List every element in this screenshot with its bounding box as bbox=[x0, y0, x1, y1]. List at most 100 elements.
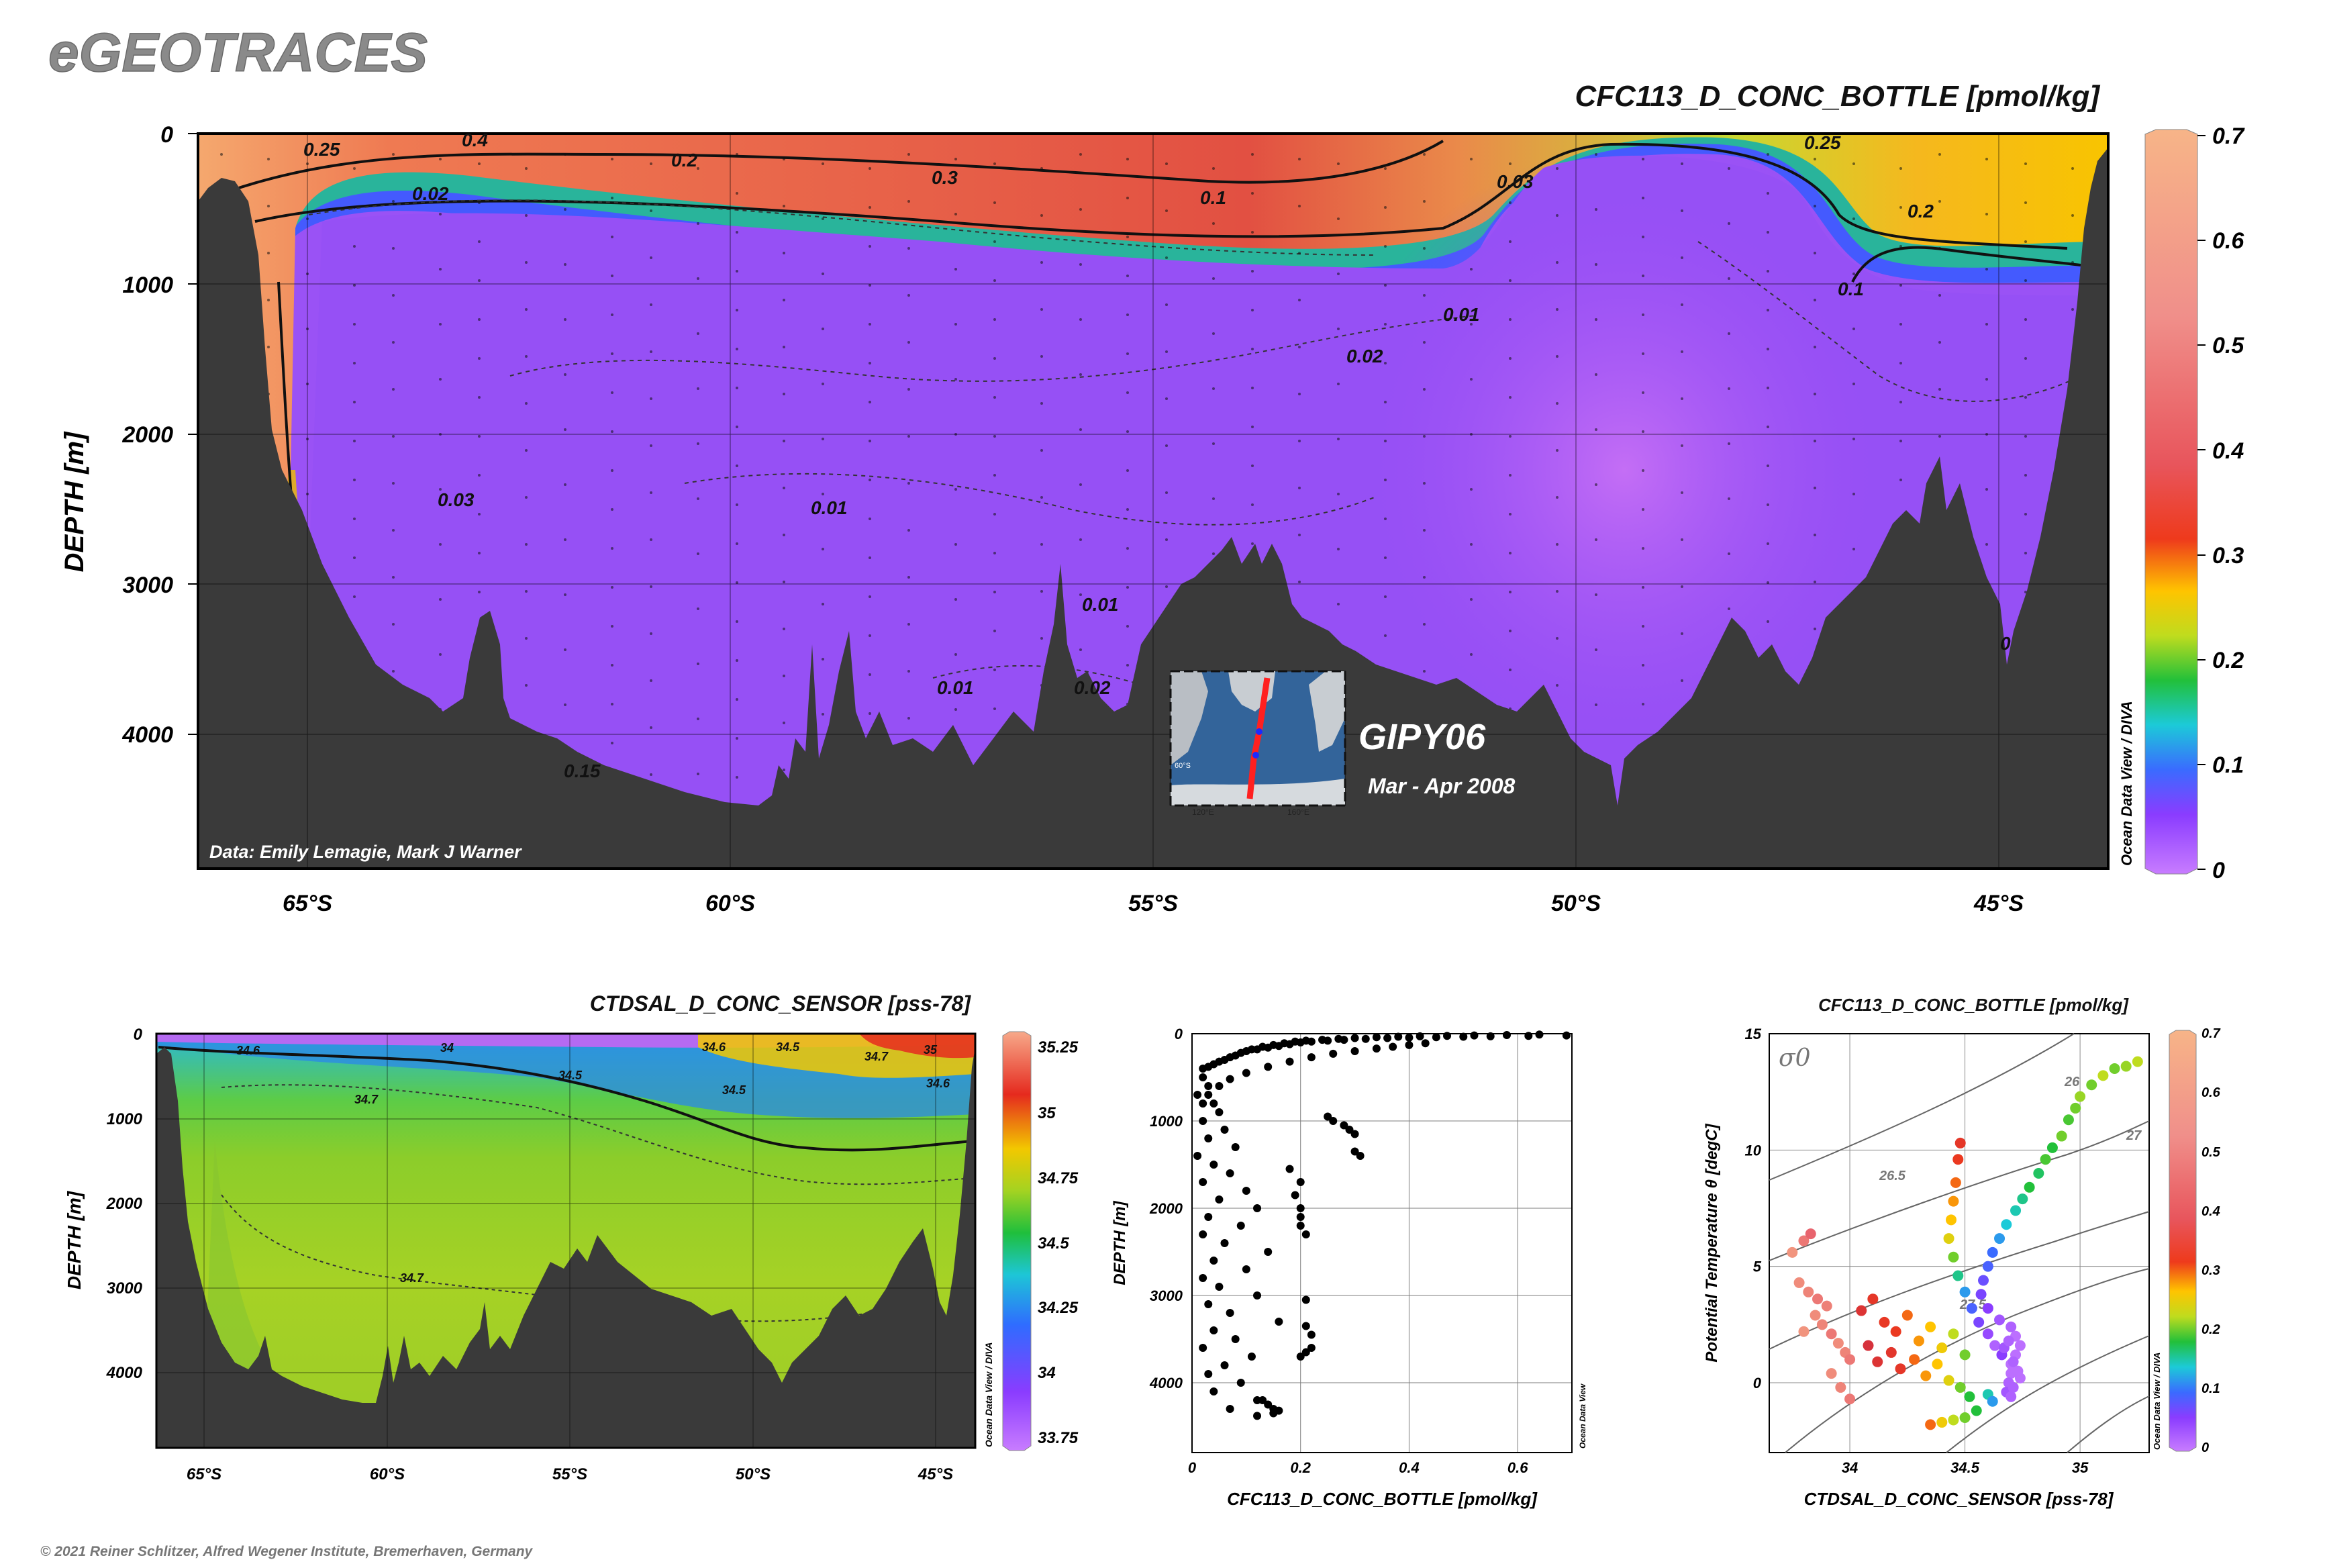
station-dot bbox=[1126, 236, 1129, 238]
profile-point bbox=[1231, 1335, 1240, 1343]
ts-point bbox=[1879, 1316, 1890, 1328]
svg-text:1000: 1000 bbox=[107, 1110, 143, 1128]
profile-point bbox=[1383, 1034, 1392, 1042]
station-dot bbox=[478, 396, 481, 399]
station-dot bbox=[869, 245, 871, 248]
station-dot bbox=[1938, 388, 1941, 391]
inset-station-marker bbox=[1252, 752, 1259, 758]
ts-point bbox=[1793, 1277, 1805, 1288]
ts-point bbox=[1844, 1354, 1856, 1365]
ts-point bbox=[2056, 1130, 2067, 1142]
salinity-bathymetry bbox=[156, 1047, 975, 1448]
svg-text:0: 0 bbox=[2201, 1440, 2209, 1455]
station-dot bbox=[869, 556, 871, 559]
profile-point bbox=[1324, 1112, 1332, 1121]
svg-text:34.5: 34.5 bbox=[722, 1083, 746, 1097]
station-dot bbox=[1595, 153, 1597, 156]
station-dot bbox=[736, 776, 738, 779]
profile-point bbox=[1236, 1379, 1245, 1387]
station-dot bbox=[954, 708, 957, 711]
station-dot bbox=[1251, 387, 1254, 389]
station-dot bbox=[954, 268, 957, 271]
station-dot bbox=[2024, 396, 2027, 399]
station-dot bbox=[1814, 299, 1816, 301]
station-dot bbox=[478, 591, 481, 593]
station-dot bbox=[869, 595, 871, 598]
station-dot bbox=[1509, 279, 1512, 282]
ts-y-axis-label: Potential Temperature θ [degC] bbox=[1703, 1123, 1721, 1362]
station-dot bbox=[1040, 402, 1043, 405]
profile-point bbox=[1350, 1147, 1359, 1156]
inset-station-marker bbox=[1256, 728, 1262, 735]
ts-point bbox=[1787, 1246, 1798, 1258]
station-dot bbox=[353, 245, 356, 248]
station-dot bbox=[1298, 346, 1301, 348]
station-dot bbox=[1728, 552, 1730, 555]
station-dot bbox=[1251, 503, 1254, 506]
station-dot bbox=[1040, 355, 1043, 358]
profile-x-tick: 0.4 bbox=[1399, 1459, 1420, 1476]
station-dot bbox=[650, 303, 652, 306]
main-x-ticks: 65°S 60°S 55°S 50°S 45°S bbox=[283, 891, 2024, 916]
svg-text:0.25: 0.25 bbox=[303, 139, 340, 160]
station-dot bbox=[353, 167, 356, 170]
station-dot bbox=[993, 669, 996, 671]
station-dot bbox=[1852, 383, 1855, 385]
inset-lon-label: 120°E bbox=[1192, 807, 1214, 817]
ts-point bbox=[1954, 1137, 1966, 1148]
profile-point bbox=[1285, 1165, 1294, 1173]
profile-y-tick: 1000 bbox=[1150, 1113, 1183, 1130]
station-dot bbox=[478, 513, 481, 516]
station-dot bbox=[353, 440, 356, 442]
profile-point bbox=[1416, 1032, 1424, 1040]
profile-point bbox=[1199, 1344, 1207, 1352]
station-dot bbox=[907, 247, 910, 250]
profile-point bbox=[1307, 1330, 1316, 1339]
profile-point bbox=[1470, 1031, 1479, 1040]
profile-point bbox=[1562, 1031, 1571, 1040]
station-dot bbox=[1423, 388, 1426, 391]
main-frame bbox=[197, 132, 2110, 870]
ts-colorbar bbox=[2169, 1030, 2197, 1452]
station-dot bbox=[993, 591, 996, 593]
svg-text:50°S: 50°S bbox=[1551, 891, 1601, 916]
station-dot bbox=[1337, 162, 1340, 165]
station-dot bbox=[1423, 341, 1426, 344]
station-dot bbox=[1642, 664, 1644, 667]
ts-y-tick: 10 bbox=[1745, 1142, 1762, 1159]
station-dot bbox=[1642, 547, 1644, 550]
svg-text:34.7: 34.7 bbox=[864, 1050, 889, 1063]
profile-point bbox=[1204, 1300, 1213, 1308]
station-dot bbox=[650, 538, 652, 541]
ts-colorbar-side-label: Ocean Data View / DIVA bbox=[2152, 1353, 2162, 1450]
profile-point bbox=[1443, 1032, 1452, 1040]
profile-point bbox=[1236, 1048, 1245, 1057]
main-surface-layer bbox=[198, 134, 2108, 718]
profile-point bbox=[1215, 1195, 1224, 1204]
main-section-plot: CFC113_D_CONC_BOTTLE [pmol/kg] bbox=[60, 80, 2245, 916]
ts-point bbox=[2132, 1056, 2143, 1067]
station-dot bbox=[2024, 474, 2027, 477]
station-dot bbox=[1337, 438, 1340, 440]
profile-point bbox=[1264, 1400, 1273, 1409]
profile-point bbox=[1253, 1204, 1262, 1212]
station-dot bbox=[1298, 252, 1301, 254]
profile-point bbox=[1405, 1033, 1414, 1042]
profile-point bbox=[1220, 1361, 1229, 1369]
salinity-x-ticks: 65°S 60°S 55°S 50°S 45°S bbox=[187, 1465, 953, 1483]
station-dot bbox=[1165, 256, 1168, 259]
station-dot bbox=[1251, 542, 1254, 545]
ts-point bbox=[1803, 1286, 1814, 1297]
station-dot bbox=[1852, 548, 1855, 550]
station-dot bbox=[1642, 586, 1644, 589]
station-dot bbox=[993, 357, 996, 360]
station-dot bbox=[783, 440, 785, 442]
inset-land-nz bbox=[1309, 671, 1345, 752]
station-dot bbox=[1899, 401, 1902, 403]
station-dot bbox=[650, 491, 652, 494]
ts-x-axis-label: CTDSAL_D_CONC_SENSOR [pss-78] bbox=[1804, 1489, 2114, 1509]
svg-text:34: 34 bbox=[440, 1041, 454, 1055]
station-dot bbox=[736, 581, 738, 584]
station-dot bbox=[1767, 542, 1769, 545]
